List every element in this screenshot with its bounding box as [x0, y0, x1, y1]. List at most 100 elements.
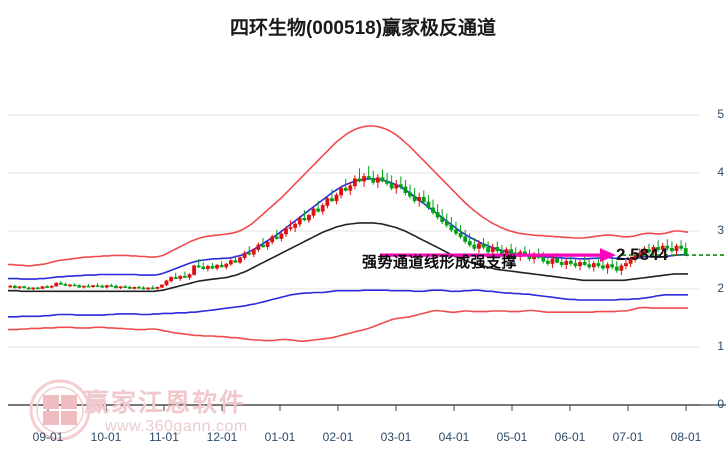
- candle-body: [146, 287, 151, 290]
- y-axis-tick-label: 4: [717, 165, 724, 179]
- watermark-brand: 赢家江恩软件: [84, 389, 247, 417]
- candle-body: [72, 284, 77, 287]
- candle-body: [12, 285, 17, 289]
- candle-body: [224, 263, 229, 268]
- candle-body: [164, 280, 169, 286]
- candle-body: [256, 244, 261, 250]
- candle-body: [155, 286, 160, 289]
- candle-body: [670, 248, 674, 252]
- candle-body: [628, 258, 633, 264]
- candle-body: [619, 265, 624, 271]
- candle-body: [86, 285, 91, 288]
- candle-body: [454, 229, 458, 234]
- candle-body: [293, 223, 298, 228]
- candle-body: [568, 260, 573, 264]
- candle-body: [582, 262, 587, 265]
- candle-body: [573, 263, 578, 267]
- candle-body: [674, 245, 679, 252]
- candle-body: [647, 249, 651, 253]
- candle-body: [679, 245, 684, 249]
- candle-body: [366, 176, 371, 180]
- candle-body: [541, 257, 546, 262]
- candle-body: [35, 287, 40, 290]
- candle-body: [357, 178, 362, 182]
- candle-body: [394, 184, 399, 189]
- candle-body: [398, 184, 403, 188]
- candle-body: [8, 285, 13, 288]
- band-series-0: [8, 125, 689, 267]
- candle-body: [559, 262, 564, 265]
- candle-body: [472, 244, 477, 249]
- candle-body: [137, 286, 141, 289]
- x-axis-tick-label: 08-01: [670, 430, 702, 444]
- candle-body: [63, 284, 68, 286]
- y-axis-tick-label: 0: [717, 397, 724, 411]
- candle-body: [182, 275, 187, 278]
- candle-body: [173, 277, 178, 279]
- candle-body: [68, 284, 72, 287]
- candle-body: [114, 285, 118, 289]
- candle-body: [371, 178, 376, 183]
- candle-body: [458, 233, 463, 238]
- candle-body: [270, 236, 275, 243]
- candle-body: [141, 287, 146, 290]
- candle-body: [307, 215, 311, 221]
- candle-body: [330, 198, 334, 202]
- candle-body: [412, 195, 417, 202]
- candle-body: [17, 286, 22, 289]
- band-series-2: [8, 222, 688, 293]
- candle-body: [261, 244, 265, 247]
- candle-body: [187, 274, 192, 278]
- candle-body: [132, 286, 137, 289]
- candle-body: [325, 198, 330, 206]
- candle-body: [596, 263, 601, 267]
- candle-body: [178, 275, 183, 279]
- candle-body: [610, 264, 615, 268]
- candle-body: [339, 187, 344, 196]
- x-axis-tick-label: 06-01: [554, 430, 586, 444]
- candle-body: [435, 212, 440, 218]
- candle-body: [45, 286, 49, 288]
- x-axis-tick-label: 09-01: [32, 430, 64, 444]
- candle-body: [467, 241, 472, 246]
- candle-body: [352, 178, 357, 187]
- candle-body: [127, 286, 132, 289]
- watermark-url: www.360gann.com: [105, 418, 248, 435]
- candle-body: [251, 249, 256, 255]
- candle-body: [320, 205, 325, 212]
- candle-body: [490, 246, 495, 253]
- x-axis-tick-label: 01-01: [264, 430, 296, 444]
- y-axis-tick-label: 3: [717, 223, 724, 237]
- candle-body: [100, 285, 105, 288]
- candle-body: [660, 245, 665, 250]
- candle-body: [247, 252, 252, 255]
- candle-body: [91, 285, 95, 287]
- candle-body: [495, 246, 500, 252]
- candle-body: [233, 260, 238, 263]
- candle-body: [477, 243, 481, 249]
- candlestick-group: [8, 166, 688, 291]
- candle-body: [421, 197, 426, 203]
- candle-body: [555, 258, 559, 263]
- candle-body: [123, 286, 128, 288]
- candle-body: [656, 246, 661, 250]
- candle-body: [210, 266, 215, 269]
- candle-body: [375, 177, 380, 183]
- support-arrow-head: [600, 248, 616, 263]
- candle-body: [31, 287, 36, 290]
- candle-body: [302, 217, 307, 221]
- x-axis-tick-label: 07-01: [612, 430, 644, 444]
- candle-body: [591, 263, 596, 268]
- candle-body: [104, 285, 109, 288]
- chart-annotation: 强势通道线形成强支撑: [362, 254, 518, 271]
- candle-body: [348, 185, 353, 191]
- candle-body: [205, 266, 210, 270]
- candle-body: [242, 252, 247, 258]
- candle-body: [486, 246, 491, 253]
- candle-body: [601, 265, 605, 269]
- watermark-seal-icon: [29, 379, 91, 441]
- candle-body: [564, 260, 569, 265]
- candle-body: [238, 257, 242, 263]
- x-axis-tick-label: 02-01: [322, 430, 354, 444]
